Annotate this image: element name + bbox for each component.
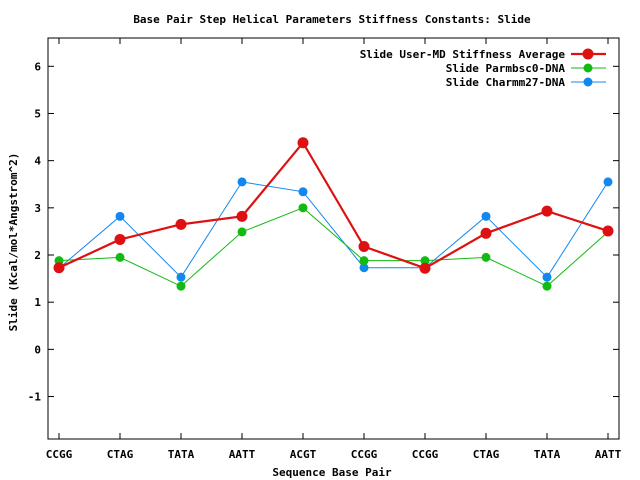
data-point [237,177,247,187]
x-tick-label: CTAG [473,448,500,461]
data-point [602,225,614,237]
data-point [114,233,126,245]
data-point [481,252,491,262]
x-tick-label: AATT [229,448,256,461]
data-point [298,203,308,213]
data-point [542,281,552,291]
series-line [58,207,609,287]
data-point [176,281,186,291]
legend-label: Slide Charmm27-DNA [446,76,566,89]
data-point [481,211,491,221]
y-tick-label: 3 [34,202,41,215]
data-point [237,227,247,237]
data-point [298,187,308,197]
series-line [58,181,609,278]
data-point [176,272,186,282]
plot-border [47,37,620,440]
y-axis-label: Slide (Kcal/mol*Angstrom^2) [7,153,20,332]
legend-label: Slide Parmbsc0-DNA [446,62,566,75]
y-tick-label: -1 [28,391,42,404]
legend-swatch-marker [583,63,593,73]
x-tick-label: TATA [534,448,561,461]
legend-swatch-marker [583,77,593,87]
series-layer [53,137,614,291]
data-point [115,211,125,221]
y-tick-label: 2 [34,249,41,262]
data-point [236,210,248,222]
data-point [359,256,369,266]
x-tick-label: CTAG [107,448,134,461]
data-point [480,227,492,239]
chart-title: Base Pair Step Helical Parameters Stiffn… [133,13,531,26]
x-tick-label: CCGG [412,448,439,461]
x-axis-label: Sequence Base Pair [272,466,392,479]
y-tick-label: 6 [34,60,41,73]
y-tick-label: 5 [34,107,41,120]
data-point [175,218,187,230]
y-tick-label: 1 [34,296,41,309]
data-point [541,205,553,217]
data-point [358,241,370,253]
data-point [115,252,125,262]
data-point [419,262,431,274]
x-tick-label: ACGT [290,448,317,461]
legend-swatch-marker [582,48,594,60]
data-point [359,263,369,273]
x-tick-label: AATT [595,448,622,461]
data-point [53,262,65,274]
x-tick-label: TATA [168,448,195,461]
legend-label: Slide User-MD Stiffness Average [360,48,566,61]
data-point [542,272,552,282]
x-tick-label: CCGG [351,448,378,461]
x-tick-label: CCGG [46,448,73,461]
data-point [603,177,613,187]
axes: -1 0 1 2 3 4 5 6 CCGG CTAG TATA AATT ACGT CCGG CCGG CTA… [28,37,622,461]
data-point [297,137,309,149]
y-tick-label: 0 [34,343,41,356]
y-tick-label: 4 [34,155,41,168]
series-line [58,140,609,270]
series-0 [53,137,614,274]
data-point [420,256,430,266]
series-1 [54,203,613,291]
